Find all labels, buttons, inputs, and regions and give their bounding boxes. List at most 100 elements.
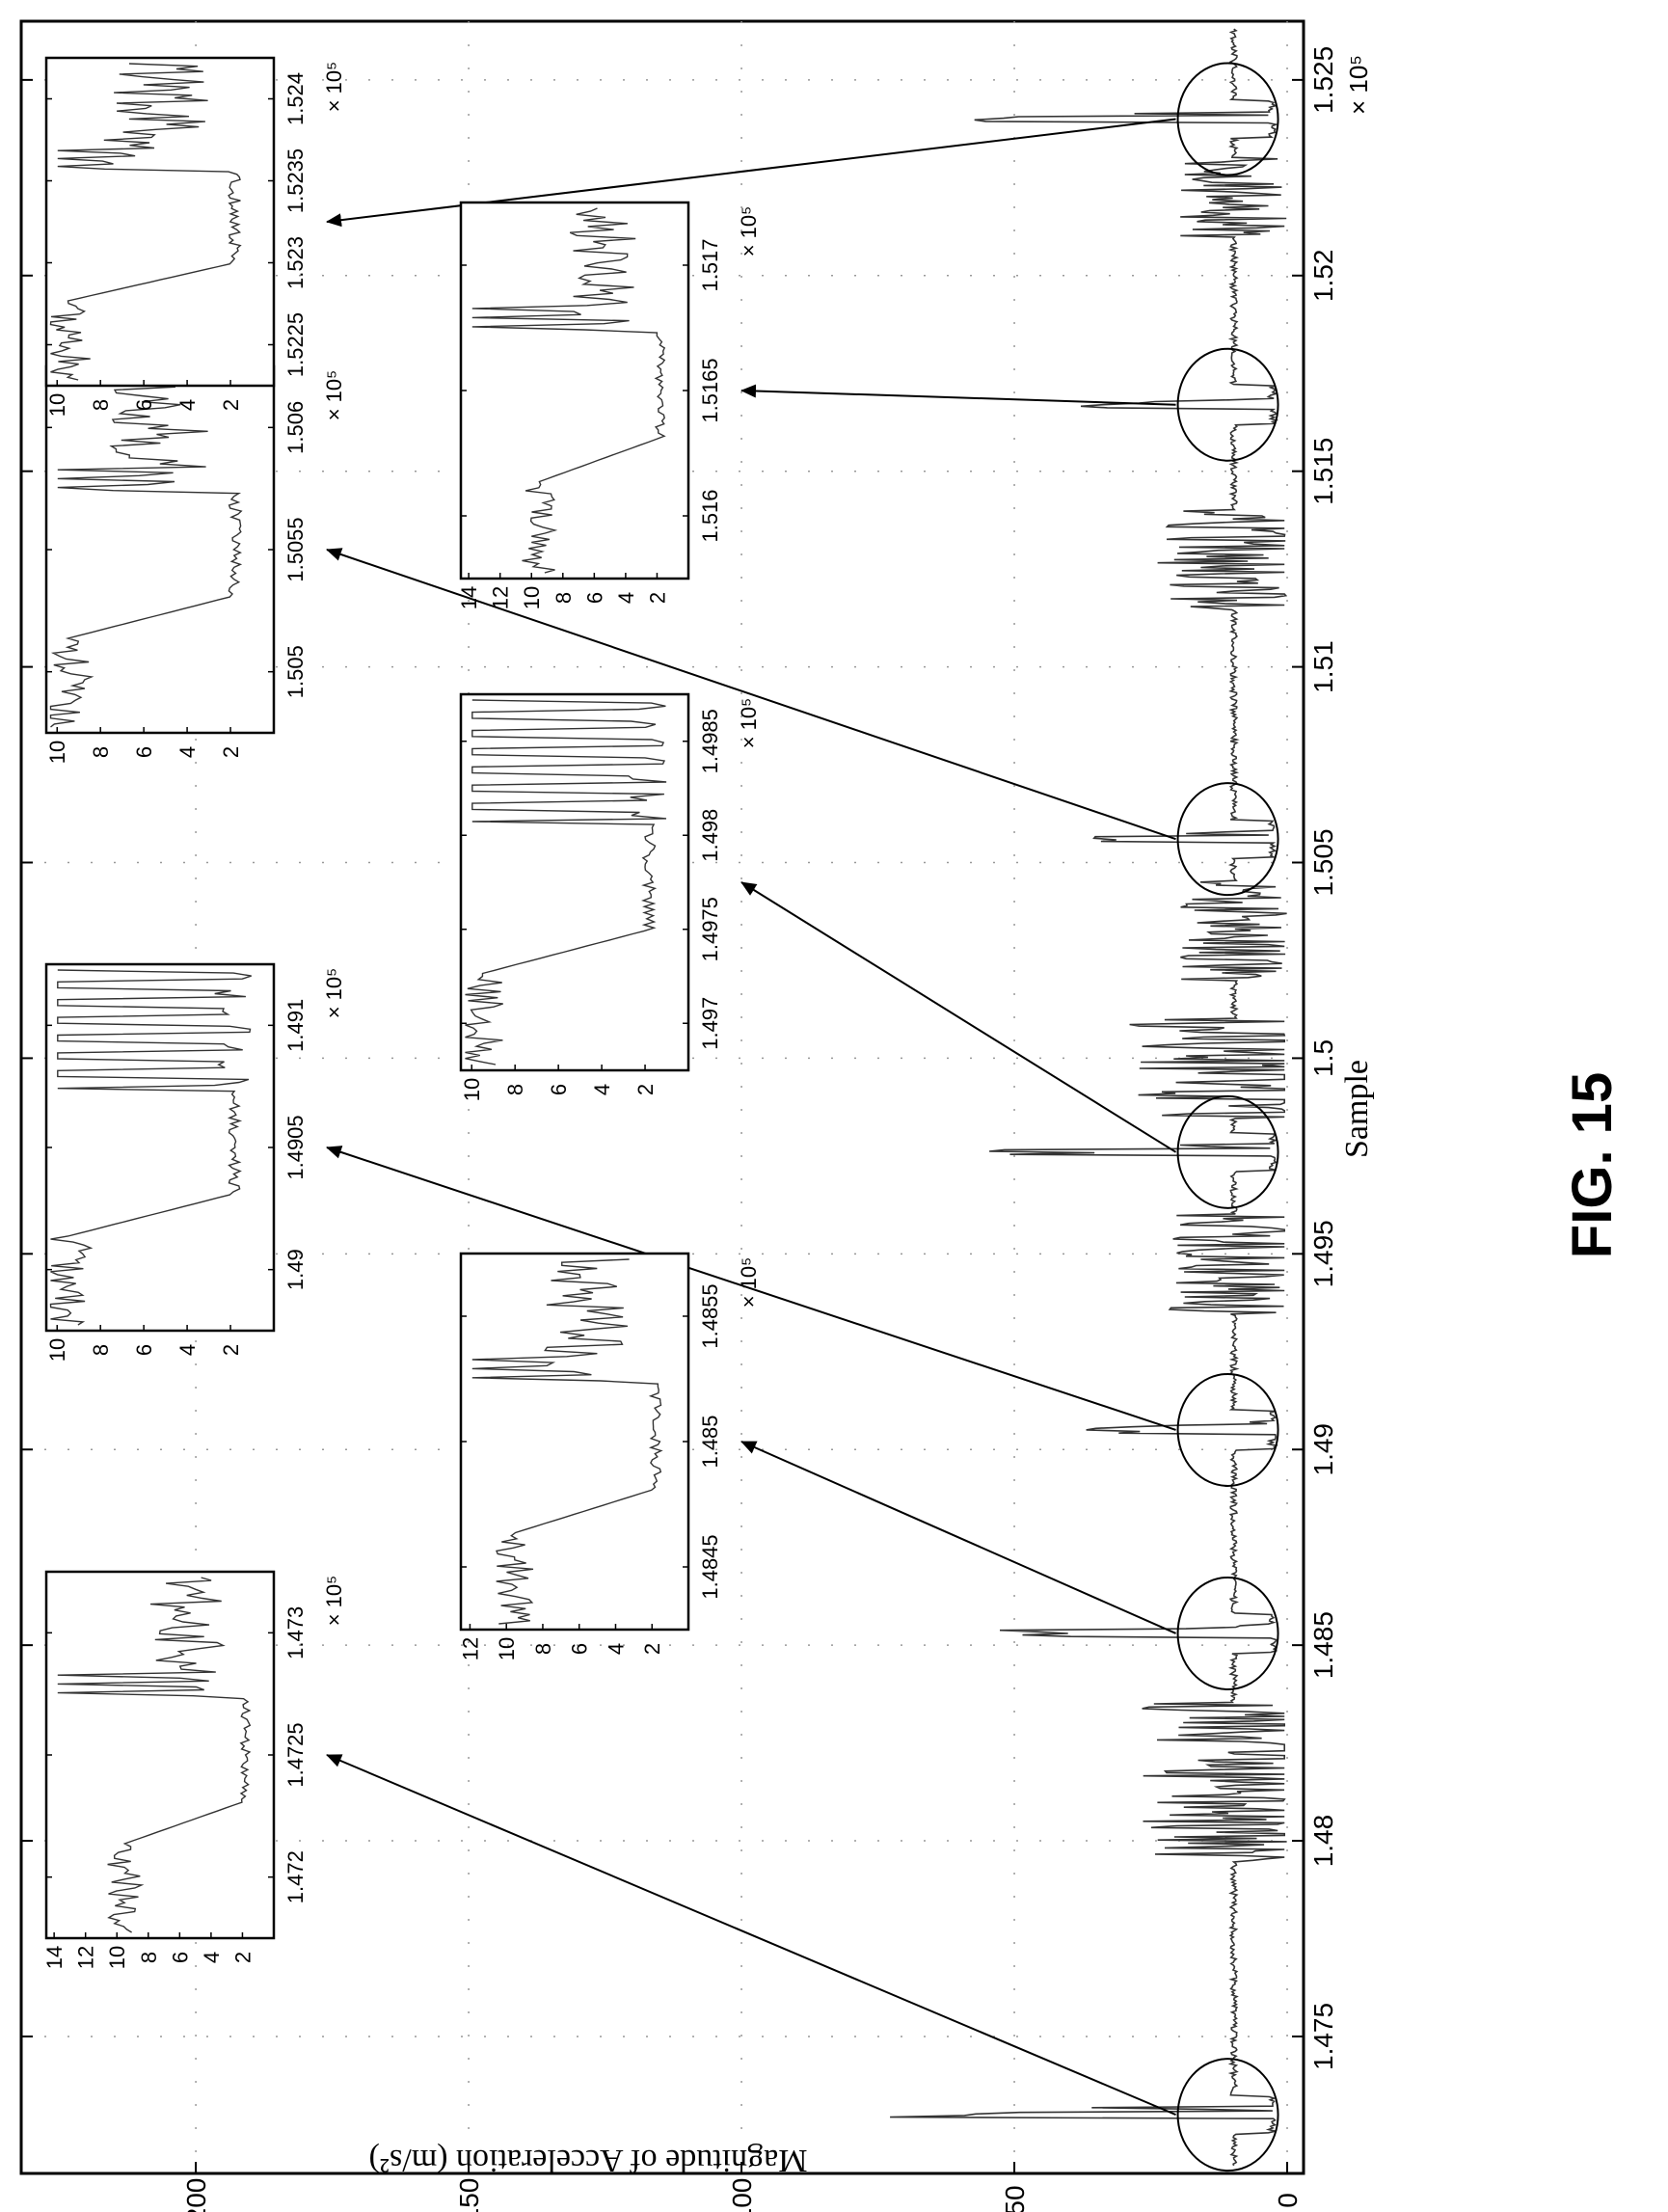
inset-7-xtick-label-3: 1.524: [283, 72, 308, 125]
inset-6-ytick-label-2: 10: [520, 586, 544, 609]
event-ellipse-5: [1176, 347, 1279, 462]
inset-frame-2: [459, 1252, 690, 1632]
x-tick-label-8: 1.515: [1308, 438, 1338, 505]
inset-1-trace: [57, 1577, 252, 1933]
inset-2-ytick-label-4: 4: [604, 1643, 628, 1655]
x-axis-label: Sample: [1339, 1060, 1375, 1158]
x-tick-label-5: 1.5: [1308, 1039, 1338, 1077]
x-tick-label-9: 1.52: [1308, 250, 1338, 303]
x-tick-label-2: 1.485: [1308, 1611, 1338, 1679]
inset-7-xtick-label-0: 1.5225: [283, 312, 308, 377]
x-tick-label-1: 1.48: [1308, 1815, 1338, 1868]
inset-plot-7: 10 8 6 4 2 1.5225 1.523 1.5235 1.524 × 10⁵: [44, 56, 346, 417]
inset-3-ytick-label-4: 2: [219, 1344, 243, 1356]
event-ellipse-1: [1176, 1576, 1279, 1690]
main-signal: [890, 28, 1288, 2167]
inset-3-ytick-label-1: 8: [89, 1344, 113, 1356]
inset-2-ytick-label-1: 10: [495, 1637, 519, 1660]
figure-label: FIG. 15: [1561, 1071, 1625, 1259]
inset-4-xtick-label-0: 1.497: [698, 997, 722, 1050]
y-tick-label-1: 50: [1000, 2185, 1030, 2212]
inset-plot-3: 10 8 6 4 2 1.49 1.4905 1.491 × 10⁵: [44, 962, 346, 1362]
x-axis-ticks: 1.475 1.48 1.485 1.49 1.495 1.5 1.505 1.51 1.515…: [21, 46, 1338, 2070]
arrow-1: [326, 1754, 1176, 2117]
x-tick-label-3: 1.49: [1308, 1423, 1338, 1476]
y-tick-label-3: 150: [454, 2178, 484, 2212]
inset-plot-6: 14 12 10 8 6 4 2 1.516 1.5165 1.517 × 10⁵: [457, 201, 761, 609]
inset-4-trace: [465, 699, 667, 1066]
inset-2-xtick-label-0: 1.4845: [698, 1534, 722, 1599]
inset-arrows: [326, 118, 1177, 2117]
y-tick-label-0: 0: [1273, 2193, 1303, 2208]
inset-5-ytick-label-1: 8: [89, 746, 113, 758]
inset-6-trace: [471, 207, 666, 574]
x-tick-label-0: 1.475: [1308, 2003, 1338, 2070]
inset-3-ytick-label-3: 4: [175, 1344, 200, 1356]
event-ellipse-3: [1176, 1094, 1279, 1209]
y-axis-label: Magnitude of Acceleration (m/s²): [369, 2143, 808, 2178]
inset-6-ytick-label-1: 12: [489, 586, 513, 609]
inset-1-ytick-label-4: 6: [168, 1952, 192, 1963]
x-tick-label-10: 1.525: [1308, 46, 1338, 114]
inset-6-ytick-label-5: 4: [614, 592, 638, 604]
inset-4-xtick-label-3: 1.4985: [698, 709, 722, 773]
inset-1-xtick-label-2: 1.473: [283, 1606, 308, 1659]
inset-6-xtick-label-0: 1.516: [698, 489, 722, 542]
inset-5-ytick-label-4: 2: [219, 746, 243, 758]
x-tick-label-7: 1.51: [1308, 640, 1338, 693]
inset-6-exponent: × 10⁵: [737, 206, 761, 257]
main-plot-frame: [19, 19, 1305, 2175]
arrow-6: [740, 384, 1176, 406]
inset-4-ytick-label-1: 8: [503, 1084, 527, 1095]
inset-2-xtick-label-2: 1.4855: [698, 1283, 722, 1348]
inset-7-ytick-label-4: 2: [219, 399, 243, 411]
inset-plot-5: 10 8 6 4 2 1.505 1.5055 1.506 × 10⁵: [44, 364, 346, 764]
inset-3-xtick-label-1: 1.4905: [283, 1115, 308, 1179]
inset-7-xtick-label-1: 1.523: [283, 236, 308, 289]
event-ellipse-2: [1176, 1372, 1279, 1487]
inset-7-exponent: × 10⁵: [322, 62, 346, 113]
inset-1-ytick-label-0: 14: [42, 1946, 67, 1969]
inset-4-xtick-label-1: 1.4975: [698, 897, 722, 961]
inset-7-ytick-label-2: 6: [132, 399, 156, 411]
inset-4-ytick-label-2: 6: [547, 1084, 571, 1095]
inset-5-ytick-label-0: 10: [45, 741, 69, 764]
inset-6-ytick-label-6: 2: [645, 592, 669, 604]
inset-6-xtick-label-1: 1.5165: [698, 358, 722, 422]
arrow-4: [740, 881, 1177, 1153]
inset-frame-7: [44, 56, 276, 388]
inset-1-ytick-label-6: 2: [230, 1952, 255, 1963]
inset-5-xtick-label-2: 1.506: [283, 401, 308, 454]
inset-frame-1: [44, 1570, 276, 1940]
inset-3-ytick-label-2: 6: [132, 1344, 156, 1356]
x-axis-exponent: × 10⁵: [1344, 55, 1373, 115]
inset-2-ytick-label-0: 12: [458, 1637, 482, 1660]
inset-3-ytick-label-0: 10: [45, 1338, 69, 1362]
inset-3-exponent: × 10⁵: [322, 968, 346, 1019]
inset-4-xtick-label-2: 1.498: [698, 809, 722, 862]
inset-2-trace: [471, 1258, 663, 1625]
inset-1-ytick-label-3: 8: [137, 1952, 161, 1963]
inset-7-ytick-label-0: 10: [45, 393, 69, 417]
inset-plot-1: 14 12 10 8 6 4 2 1.472 1.4725 1.473 × 10⁵: [42, 1570, 346, 1969]
inset-frame-4: [459, 692, 690, 1072]
inset-6-ytick-label-3: 8: [552, 592, 576, 604]
arrow-2: [740, 1441, 1176, 1634]
inset-frame-3: [44, 962, 276, 1333]
inset-5-trace: [49, 371, 243, 728]
inset-7-ytick-label-3: 4: [175, 399, 200, 411]
inset-3-xtick-label-0: 1.49: [283, 1249, 308, 1290]
inset-frame-5: [44, 364, 276, 735]
inset-1-xtick-label-0: 1.472: [283, 1850, 308, 1903]
inset-2-ytick-label-2: 8: [531, 1643, 555, 1655]
inset-6-ytick-label-4: 6: [582, 592, 606, 604]
inset-5-ytick-label-3: 4: [175, 746, 200, 758]
inset-7-trace: [49, 63, 242, 381]
inset-6-xtick-label-2: 1.517: [698, 238, 722, 291]
inset-5-ytick-label-2: 6: [132, 746, 156, 758]
arrow-3: [326, 1146, 1176, 1431]
inset-plot-4: 10 8 6 4 2 1.497 1.4975 1.498 1.4985 × 10⁵: [459, 692, 761, 1101]
event-ellipse-4: [1176, 782, 1279, 897]
event-ellipse-6: [1176, 62, 1279, 176]
